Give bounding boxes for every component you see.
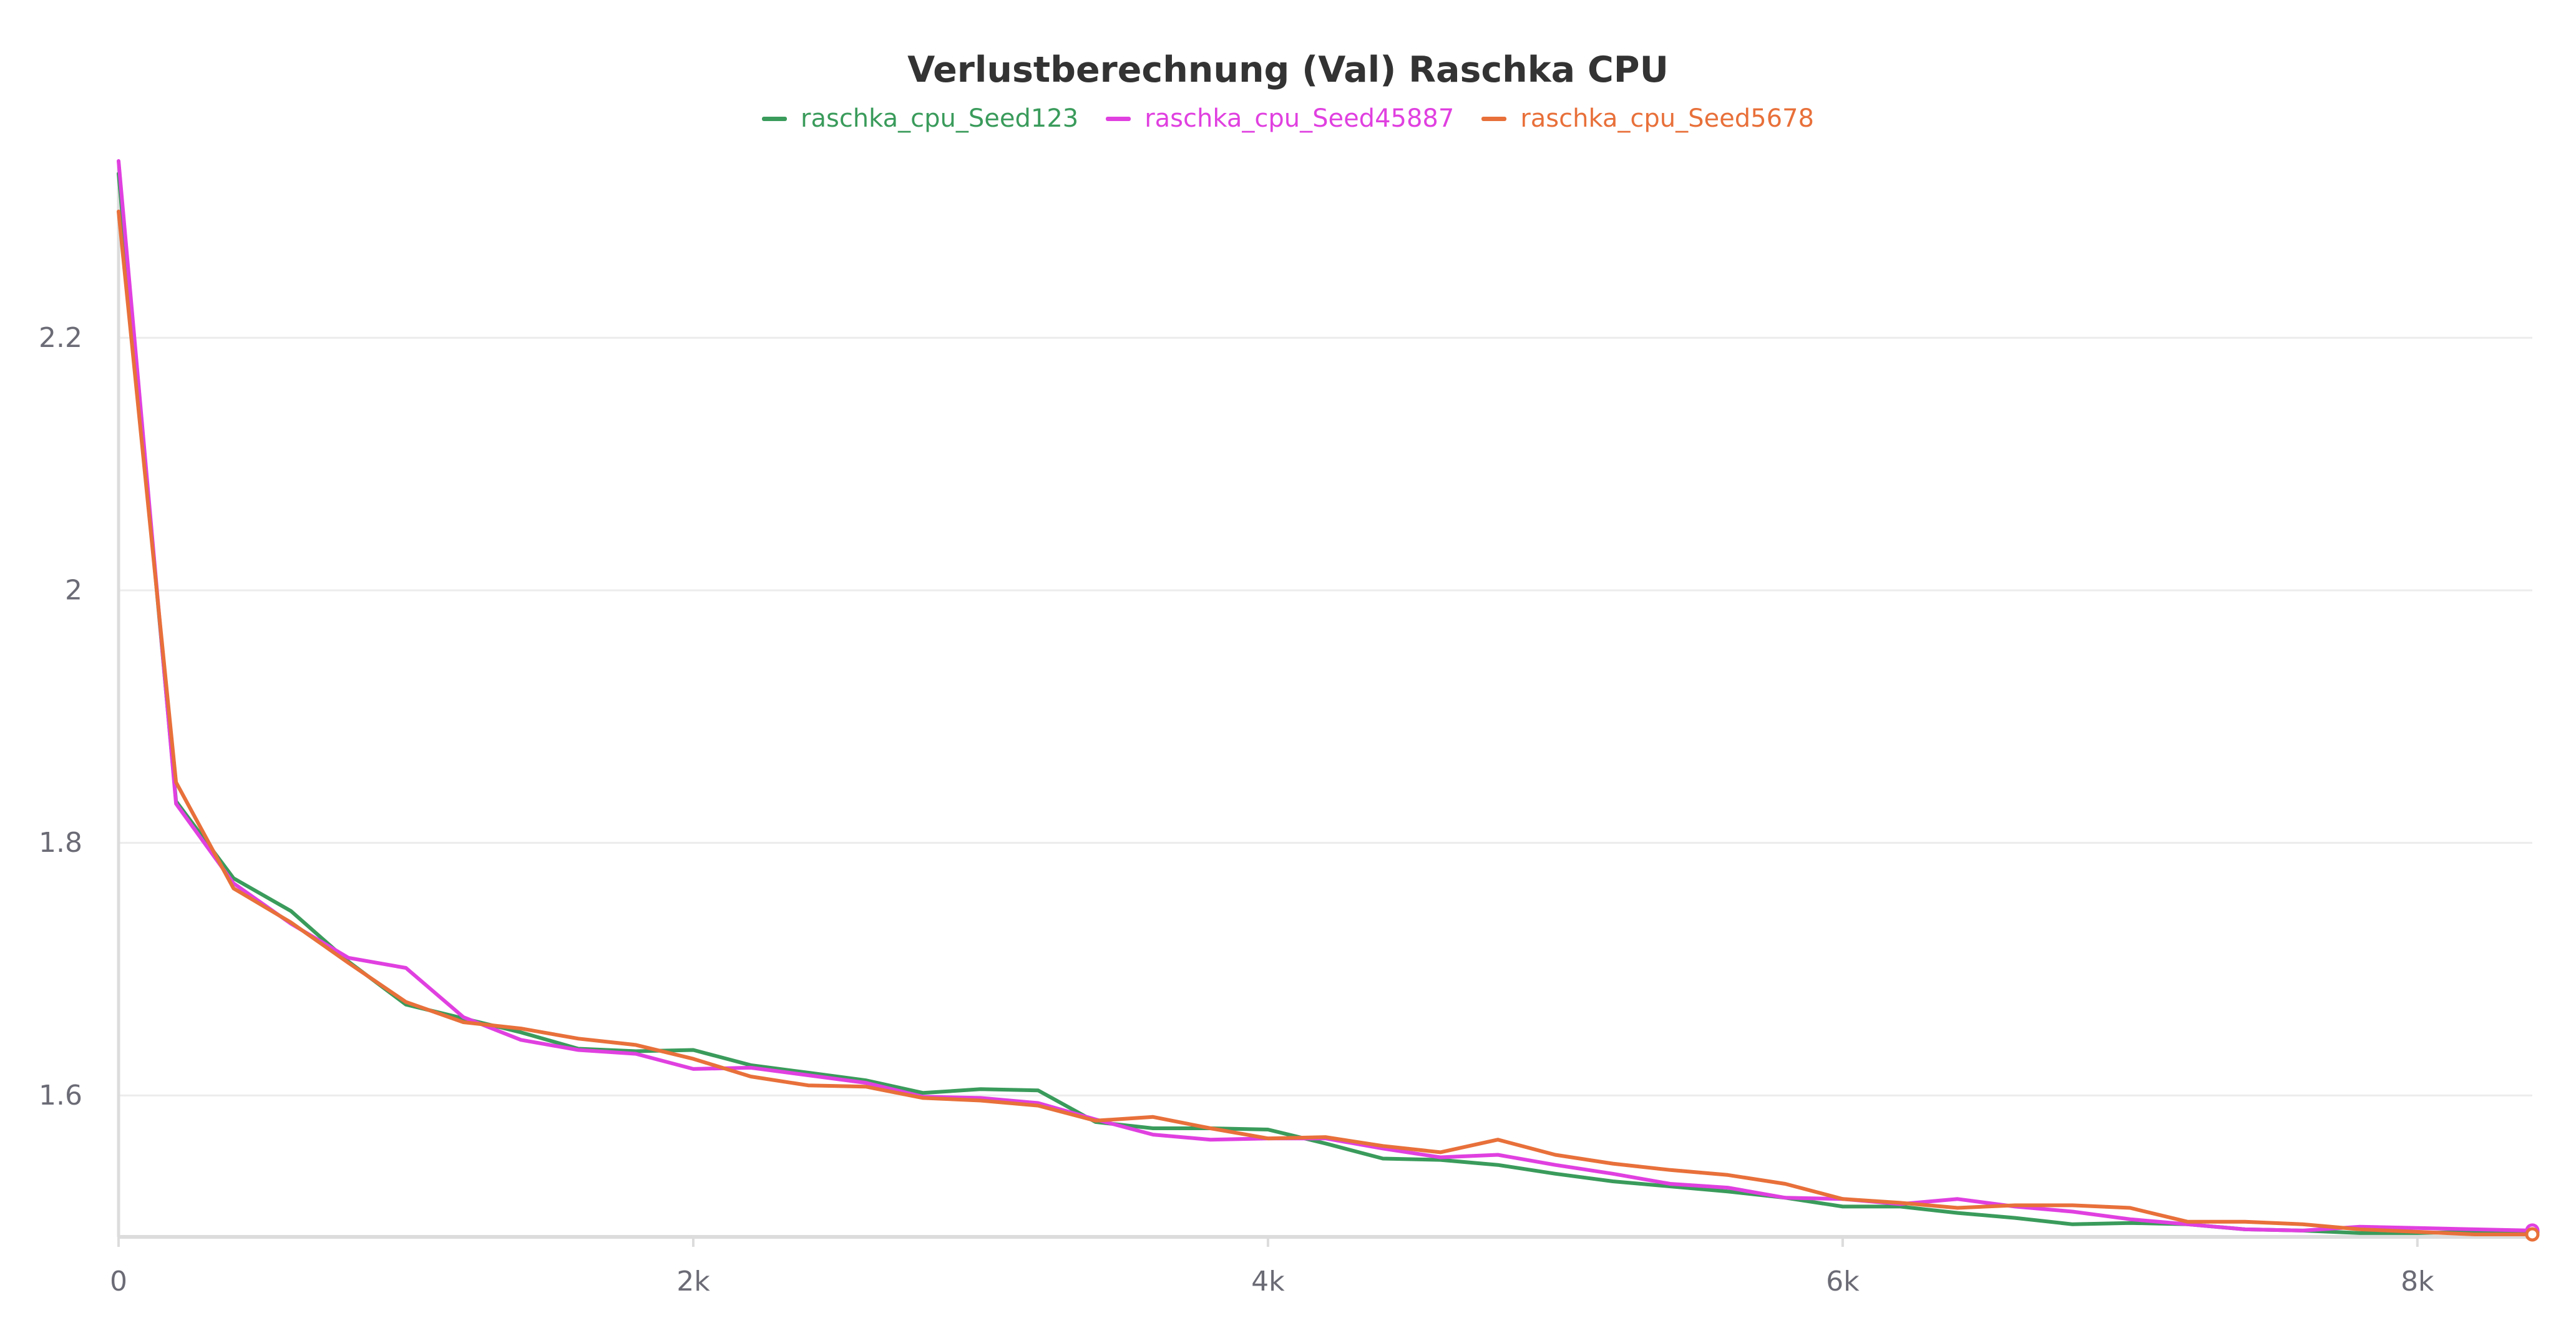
series-line xyxy=(117,159,2534,1233)
x-tick-label: 6k xyxy=(1826,1266,1860,1297)
legend-item[interactable]: raschka_cpu_Seed45887 xyxy=(1106,101,1454,136)
legend-swatch xyxy=(762,116,788,121)
x-tick-label: 8k xyxy=(2401,1266,2434,1297)
legend-label: raschka_cpu_Seed5678 xyxy=(1520,104,1814,133)
y-tick-label: 1.6 xyxy=(39,1080,82,1111)
series-end-marker xyxy=(2525,1227,2540,1242)
series-line xyxy=(117,209,2534,1236)
legend-label: raschka_cpu_Seed45887 xyxy=(1144,104,1455,133)
x-tick-label: 2k xyxy=(676,1266,710,1297)
legend-label: raschka_cpu_Seed123 xyxy=(801,104,1079,133)
legend: raschka_cpu_Seed123 raschka_cpu_Seed45887… xyxy=(0,101,2576,136)
legend-swatch xyxy=(1106,116,1131,121)
series-line xyxy=(117,172,2534,1235)
y-tick-label: 2.2 xyxy=(39,322,82,354)
x-tick-label: 0 xyxy=(110,1266,127,1297)
legend-swatch xyxy=(1481,116,1507,121)
y-tick-label: 2 xyxy=(65,574,82,606)
x-tick-label: 4k xyxy=(1251,1266,1285,1297)
legend-item[interactable]: raschka_cpu_Seed123 xyxy=(762,101,1078,136)
y-tick-label: 1.8 xyxy=(39,827,82,859)
legend-item[interactable]: raschka_cpu_Seed5678 xyxy=(1481,101,1814,136)
chart-title: Verlustberechnung (Val) Raschka CPU xyxy=(907,49,1669,90)
